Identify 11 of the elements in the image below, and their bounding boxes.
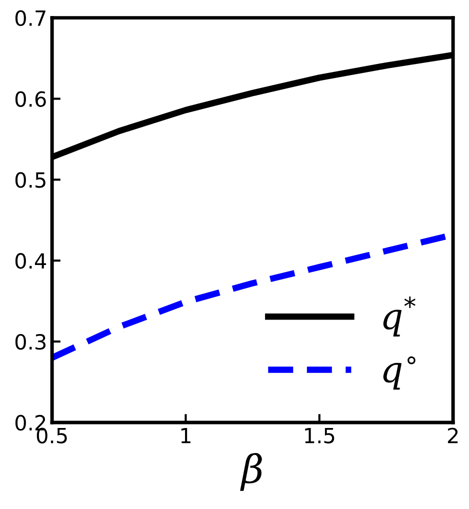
legend-label: q$^{*}$ bbox=[383, 296, 416, 337]
x-tick-label: 1.5 bbox=[305, 428, 334, 444]
y-tick-label: 0.7 bbox=[15, 10, 46, 26]
y-tick-label: 0.5 bbox=[15, 172, 46, 188]
legend-label: q$^{∘}$ bbox=[383, 356, 416, 390]
x-tick-label: 2 bbox=[448, 428, 458, 444]
y-tick-label: 0.6 bbox=[15, 91, 46, 107]
y-tick-label: 0.3 bbox=[15, 334, 46, 350]
x-axis-title: β bbox=[240, 453, 262, 491]
x-tick-label: 1 bbox=[181, 428, 190, 444]
y-tick-label: 0.4 bbox=[15, 253, 46, 269]
